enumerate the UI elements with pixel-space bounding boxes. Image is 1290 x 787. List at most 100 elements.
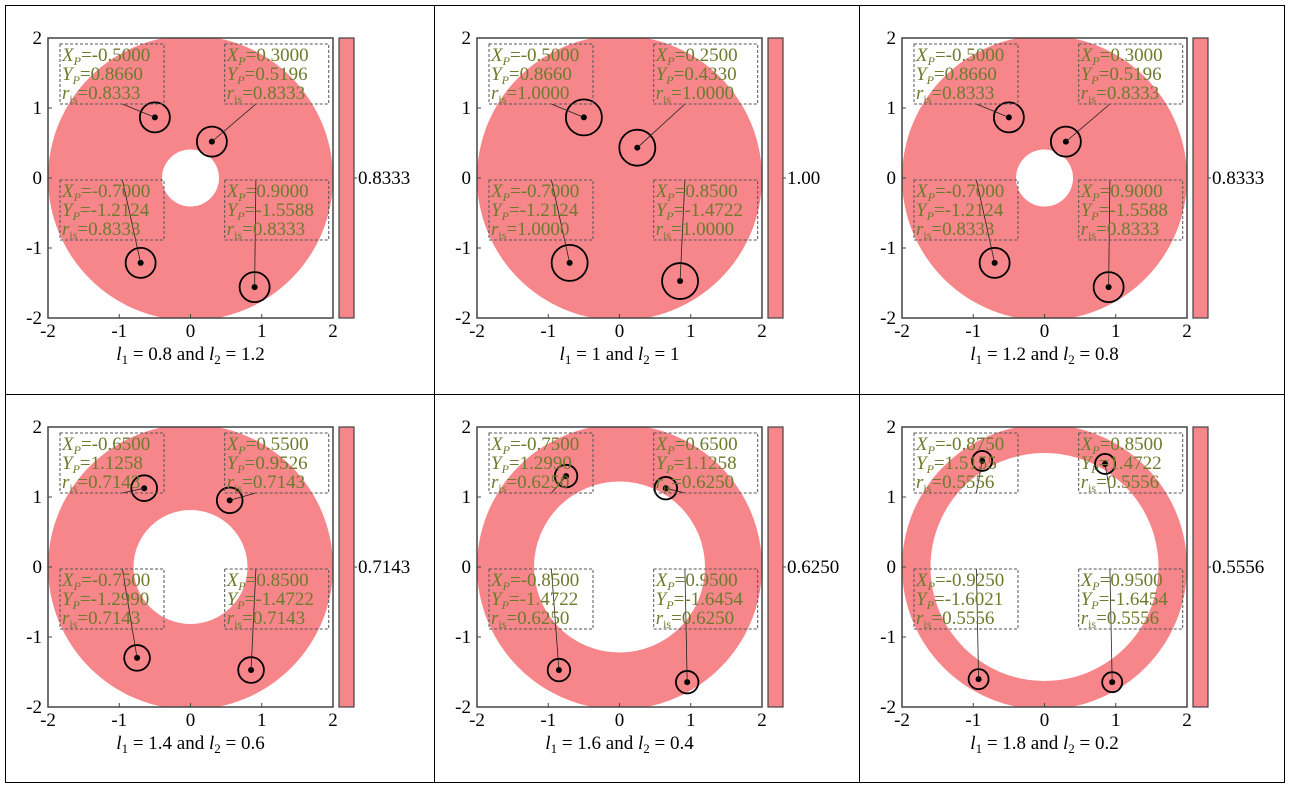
annotation-ris: ris=0.6250 (656, 472, 734, 495)
y-tick-label: -1 (26, 627, 42, 648)
x-tick-label: 0 (186, 321, 196, 342)
annotation-ris: ris=1.0000 (491, 219, 569, 242)
annotation-connector (250, 568, 257, 671)
annotation-connector (211, 103, 257, 142)
x-tick-label: 1 (686, 321, 696, 342)
annotation-ris: ris=0.6250 (656, 608, 734, 631)
annotation-xp: XP=0.2500 (655, 45, 738, 68)
workspace-ring (48, 427, 333, 707)
annotation-xp: XP=0.5500 (226, 434, 309, 457)
y-tick-label: 2 (33, 28, 43, 49)
colorbar-label: 0.8333 (358, 168, 410, 189)
y-tick-label: 1 (462, 98, 472, 119)
point-radius-circle (215, 486, 244, 515)
y-tick-label: -1 (455, 627, 471, 648)
annotation-connector (679, 179, 686, 282)
annotation-connector (551, 568, 560, 671)
annotation-xp: XP=-0.9250 (915, 570, 1004, 593)
annotation-yp: YP=-1.6021 (916, 589, 1003, 612)
annotation-yp: YP=-1.5588 (1081, 200, 1168, 223)
annotation-ris: ris=0.8333 (916, 219, 994, 242)
annotation-xp: XP=0.3000 (226, 45, 309, 68)
y-tick-label: 1 (33, 98, 43, 119)
x-tick-label: 1 (686, 710, 696, 731)
annotation-box (653, 43, 759, 105)
workspace-area (48, 427, 333, 707)
y-tick-label: 2 (887, 28, 897, 49)
x-tick-label: -1 (111, 321, 127, 342)
annotation-ris: ris=1.0000 (656, 219, 734, 242)
panel-6-plot: -2 -1 0 1 2-2-10120.5556XP=-0.8750YP=1.5155r… (880, 417, 1264, 756)
panel-3: -2 -1 0 1 2 -2 -1 0 1 2 0.8333 XP=-0.5000 YP=0.8660 r… (860, 6, 1284, 395)
annotation-xp: XP=-0.7000 (915, 181, 1004, 204)
annotation-connector (976, 103, 1010, 118)
annotation-connector (229, 492, 257, 501)
x-tick-label: 0 (615, 710, 625, 731)
y-tick-label: 0 (887, 168, 897, 189)
x-tick-label: 1 (1111, 710, 1121, 731)
y-tick-label: -2 (880, 697, 896, 718)
annotation-yp: YP=1.1258 (62, 453, 143, 476)
annotation-yp: YP=-1.4722 (491, 589, 578, 612)
x-tick-label: 0 (1040, 321, 1050, 342)
point-radius-circle (992, 101, 1025, 134)
y-tick-label: 1 (887, 98, 897, 119)
workspace-ring (477, 38, 762, 318)
colorbar (1192, 37, 1209, 319)
panel-2-plot: -2 -1 0 1 2-2-10121.00XP=-0.5000YP=0.8660ris… (455, 28, 820, 367)
annotation-yp: YP=0.8660 (62, 64, 143, 87)
x-tick-label: 2 (757, 321, 767, 342)
annotation-yp: YP=-1.6454 (1081, 589, 1169, 612)
x-tick-label: -2 (894, 321, 910, 342)
annotation-box (1078, 432, 1184, 494)
workspace-area (48, 38, 333, 318)
point-radius-circle (978, 246, 1011, 279)
annotation-xp: XP=0.9500 (1080, 570, 1163, 593)
point-radius-circle (138, 101, 171, 134)
point-radius-circle (564, 98, 603, 137)
annotation-ris: ris=0.8333 (227, 83, 305, 106)
y-tick-label: -1 (880, 627, 896, 648)
annotation-ris: ris=0.8333 (916, 83, 994, 106)
workspace-area (477, 38, 762, 318)
annotation-connector (254, 179, 257, 288)
annotation-box (488, 179, 594, 241)
annotation-connector (976, 460, 983, 494)
colorbar-label: 1.00 (787, 168, 820, 189)
annotation-yp: YP=0.4330 (656, 64, 737, 87)
annotation-connector (976, 179, 996, 263)
annotation-connector (122, 179, 142, 263)
annotation-box (653, 179, 759, 241)
workspace-area (902, 38, 1187, 318)
annotation-ris: ris=0.8333 (1081, 219, 1159, 242)
figure-grid: -2 -1 0 1 2 -2 -1 0 1 2 0.8333 XP=-0.5000 YP=0.8660 r… (5, 5, 1285, 783)
annotation-xp: XP=-0.5000 (915, 45, 1004, 68)
x-tick-label: 1 (1111, 321, 1121, 342)
annotation-ris: ris=0.8333 (62, 219, 140, 242)
annotation-connector (551, 475, 567, 494)
annotation-ris: ris=0.7143 (227, 608, 305, 631)
annotation-ris: ris=0.5556 (1081, 472, 1159, 495)
workspace-ring (902, 38, 1187, 318)
x-tick-label: 0 (615, 321, 625, 342)
colorbar-label: 0.5556 (1212, 557, 1264, 578)
x-tick-label: 0 (186, 710, 196, 731)
annotation-yp: YP=0.8660 (491, 64, 572, 87)
point-radius-circle (130, 474, 158, 502)
panel-caption: l1 = 1.8 and l2 = 0.2 (970, 733, 1118, 756)
panel-2: -2 -1 0 1 2 -2 -1 0 1 2 1.00 XP=-0.5000 YP=0.8660 ris… (435, 6, 860, 395)
colorbar (767, 37, 784, 319)
y-tick-label: 0 (33, 168, 43, 189)
panel-3-plot: -2 -1 0 1 2-2-10120.8333XP=-0.5000YP=0.8660r… (880, 28, 1264, 367)
y-tick-label: -2 (455, 308, 471, 329)
annotation-connector (551, 179, 571, 263)
colorbar (338, 37, 355, 319)
x-tick-label: -2 (469, 710, 485, 731)
annotation-box (488, 432, 594, 494)
annotation-yp: YP=1.5155 (916, 453, 997, 476)
annotation-connector (122, 568, 138, 658)
annotation-yp: YP=0.5196 (227, 64, 308, 87)
annotation-yp: YP=1.4722 (1081, 453, 1162, 476)
annotation-xp: XP=-0.7000 (490, 181, 579, 204)
y-tick-label: 2 (462, 28, 472, 49)
